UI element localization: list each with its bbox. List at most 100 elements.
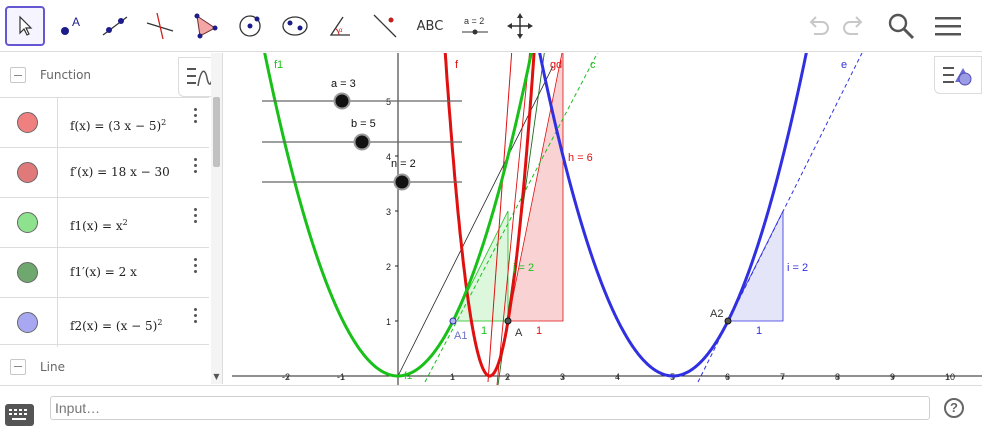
curve-f[interactable] xyxy=(443,53,536,378)
algebra-input-field[interactable]: Input… xyxy=(50,396,930,420)
expression-text: f2(x) = (x − 5) xyxy=(70,319,158,333)
hamburger-menu-icon xyxy=(935,17,961,36)
move-graphics-tool[interactable] xyxy=(500,6,540,46)
visibility-marble[interactable] xyxy=(17,112,38,133)
group-header-line[interactable]: Line xyxy=(0,344,209,384)
text-tool[interactable]: ABC xyxy=(410,6,450,46)
graphics-style-bar-toggle[interactable] xyxy=(934,56,982,94)
angle-icon: α xyxy=(329,16,350,36)
marble-cell xyxy=(0,248,58,297)
point-A1[interactable] xyxy=(449,317,457,325)
slider-b-handle[interactable] xyxy=(353,133,371,151)
collapse-icon[interactable] xyxy=(10,67,26,83)
x-tick-label: 2 xyxy=(505,372,510,382)
algebra-expression[interactable]: f2(x) = (x − 5)2 xyxy=(70,298,162,347)
line-e[interactable] xyxy=(697,53,863,383)
perpendicular-line-tool[interactable] xyxy=(140,6,180,46)
line-tool[interactable] xyxy=(95,6,135,46)
algebra-expression[interactable]: f1′(x) = 2 x xyxy=(70,248,137,297)
ellipse-tool[interactable] xyxy=(275,6,315,46)
move-view-icon xyxy=(507,13,533,39)
move-tool[interactable] xyxy=(5,6,45,46)
point-tool[interactable]: A xyxy=(50,6,90,46)
help-button[interactable]: ? xyxy=(944,398,964,418)
label-d: d xyxy=(556,59,562,71)
y-tick-label: 4 xyxy=(386,152,391,162)
search-button[interactable] xyxy=(883,8,919,44)
reflect-tool[interactable] xyxy=(365,6,405,46)
label-h: h = 6 xyxy=(568,152,593,164)
keyboard-button[interactable] xyxy=(5,404,34,426)
slider-n-handle[interactable] xyxy=(393,173,411,191)
algebra-row-f-prime[interactable]: f′(x) = 18 x − 30 xyxy=(0,147,209,197)
angle-tool[interactable]: α xyxy=(320,6,360,46)
visibility-marble[interactable] xyxy=(17,212,38,233)
x-tick-label: 7 xyxy=(780,372,785,382)
group-header-function[interactable]: Function xyxy=(0,53,209,97)
graph-canvas[interactable]: -2 -1 1 2 3 4 5 6 7 8 9 10 1 2 3 4 5 a = 3 b = 5 xyxy=(232,53,982,385)
label-unit-blue: 1 xyxy=(756,325,762,337)
expression-exponent: 2 xyxy=(157,318,163,327)
circle-tool[interactable] xyxy=(230,6,270,46)
redo-icon xyxy=(843,16,863,35)
point-A2[interactable] xyxy=(724,317,732,325)
slider-b-label: b = 5 xyxy=(351,118,376,130)
algebra-scrollbar[interactable]: ▼ xyxy=(211,53,222,384)
visibility-marble[interactable] xyxy=(17,312,38,333)
scroll-down-arrow[interactable]: ▼ xyxy=(213,372,220,381)
algebra-expression[interactable]: f1(x) = x2 xyxy=(70,198,128,247)
y-tick-label: 2 xyxy=(386,262,391,272)
line-g[interactable] xyxy=(496,53,530,385)
group-label-line: Line xyxy=(40,359,66,374)
collapse-icon[interactable] xyxy=(10,358,26,375)
scrollbar-thumb[interactable] xyxy=(213,97,220,167)
undo-button[interactable] xyxy=(800,8,836,44)
curve-f2[interactable] xyxy=(530,53,816,378)
expression-text: f1(x) = x xyxy=(70,219,123,233)
slider-icon: a = 2 xyxy=(462,16,488,35)
arrow-cursor-icon xyxy=(19,15,33,36)
marble-cell xyxy=(0,298,58,347)
curve-f1[interactable] xyxy=(255,53,541,378)
slider-n[interactable]: n = 2 xyxy=(262,158,462,191)
x-tick-label: 1 xyxy=(450,372,455,382)
marble-cell xyxy=(0,198,58,247)
line-through-origin[interactable] xyxy=(397,65,554,377)
graphics-style-icon xyxy=(943,67,972,86)
algebra-row-f2[interactable]: f2(x) = (x − 5)2 xyxy=(0,297,209,347)
slider-a-handle[interactable] xyxy=(333,92,351,110)
point-icon: A xyxy=(61,15,80,35)
line-c[interactable] xyxy=(424,53,600,383)
expression-text: f1′(x) = 2 x xyxy=(70,265,137,279)
slider-tool[interactable]: a = 2 xyxy=(455,6,495,46)
input-placeholder: Input… xyxy=(55,400,101,416)
algebra-row-f[interactable]: f(x) = (3 x − 5)2 xyxy=(0,97,209,147)
algebra-row-f1[interactable]: f1(x) = x2 xyxy=(0,197,209,247)
label-j: j = 2 xyxy=(512,262,534,274)
slider-tool-label: a = 2 xyxy=(464,16,484,26)
algebra-expression[interactable]: f(x) = (3 x − 5)2 xyxy=(70,98,166,147)
row-menu-icon[interactable] xyxy=(192,308,198,326)
row-menu-icon[interactable] xyxy=(192,158,198,176)
row-menu-icon[interactable] xyxy=(192,258,198,276)
group-label-function: Function xyxy=(40,68,92,82)
redo-button[interactable] xyxy=(836,8,872,44)
visibility-marble[interactable] xyxy=(17,262,38,283)
slope-triangle-red[interactable] xyxy=(507,53,564,322)
tangent-line-f[interactable] xyxy=(487,53,513,383)
row-menu-icon[interactable] xyxy=(192,108,198,126)
graphics-view[interactable]: -2 -1 1 2 3 4 5 6 7 8 9 10 1 2 3 4 5 a = 3 b = 5 xyxy=(232,53,982,385)
slider-a[interactable]: a = 3 xyxy=(262,78,462,110)
polygon-tool[interactable] xyxy=(185,6,225,46)
x-tick-label: -2 xyxy=(282,372,290,382)
point-A[interactable] xyxy=(504,317,512,325)
row-menu-icon[interactable] xyxy=(192,208,198,226)
main-menu-button[interactable] xyxy=(930,8,966,44)
expression-exponent: 2 xyxy=(161,118,167,127)
x-tick-label: 10 xyxy=(945,372,955,382)
algebra-expression[interactable]: f′(x) = 18 x − 30 xyxy=(70,148,170,197)
slider-b[interactable]: b = 5 xyxy=(262,118,462,151)
slider-n-label: n = 2 xyxy=(391,158,416,170)
visibility-marble[interactable] xyxy=(17,162,38,183)
algebra-row-f1-prime[interactable]: f1′(x) = 2 x xyxy=(0,247,209,297)
